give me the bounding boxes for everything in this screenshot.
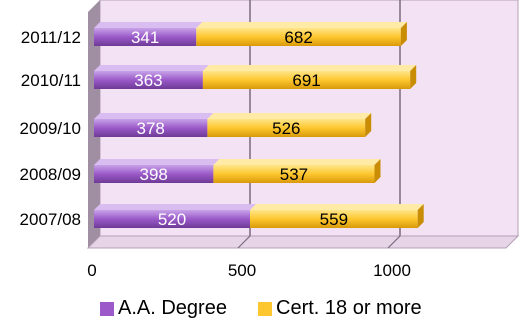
bar-top-cert-3 [213,159,381,165]
bar-aa-degree-0 [94,28,197,46]
bar-side-cert-0 [400,22,407,46]
category-label-2: 2009/10 [20,119,81,138]
bar-side-cert-1 [410,65,417,89]
category-label-4: 2007/08 [20,210,81,229]
data-label-aa-degree-3: 398 [140,165,168,184]
bar-cert-1 [202,71,411,89]
bar-cert-0 [196,28,401,46]
bar-top-aa-degree-1 [94,65,209,71]
data-label-cert-0: 682 [284,28,312,47]
bar-aa-degree-3 [94,165,214,183]
bar-top-cert-4 [250,204,424,210]
data-label-cert-1: 691 [292,71,320,90]
bar-aa-degree-1 [94,71,203,89]
category-label-3: 2008/09 [20,165,81,184]
category-label-0: 2011/12 [21,28,81,47]
bar-top-cert-2 [207,113,372,119]
category-label-1: 2010/11 [21,71,81,90]
bar-top-aa-degree-4 [94,204,256,210]
bar-top-cert-1 [202,65,417,71]
gridline-floor-500 [237,235,251,249]
data-label-aa-degree-2: 378 [137,119,165,138]
x-tick-label-500: 500 [228,261,256,280]
bar-aa-degree-2 [94,119,208,137]
legend-swatch-cert [258,301,272,316]
data-label-cert-3: 537 [280,165,308,184]
gridline-floor-1000 [387,235,401,249]
bar-side-cert-2 [365,113,372,137]
x-tick-label-1000: 1000 [373,261,411,280]
bar-top-cert-0 [196,22,407,28]
data-label-aa-degree-1: 363 [134,71,162,90]
legend-item-aa-degree: A.A. Degree [100,297,227,320]
bar-cert-3 [213,165,375,183]
legend-label-cert: Cert. 18 or more [276,297,422,319]
x-tick-label-0: 0 [87,261,96,280]
data-label-cert-2: 526 [272,119,300,138]
data-label-aa-degree-0: 341 [131,28,159,47]
bar-top-aa-degree-0 [94,22,203,28]
legend-label-aa-degree: A.A. Degree [118,297,227,319]
legend-item-cert: Cert. 18 or more [258,297,422,320]
bar-side-cert-3 [374,159,381,183]
bar-side-cert-4 [417,204,424,228]
bar-top-aa-degree-2 [94,113,214,119]
bar-top-aa-degree-3 [94,159,220,165]
bar-cert-4 [250,210,418,228]
data-label-cert-4: 559 [320,210,348,229]
legend: A.A. Degree Cert. 18 or more [0,297,521,327]
legend-swatch-aa-degree [100,301,114,316]
data-label-aa-degree-4: 520 [158,210,186,229]
plot-floor [86,235,520,249]
bar-cert-2 [207,119,366,137]
bar-aa-degree-4 [94,210,250,228]
